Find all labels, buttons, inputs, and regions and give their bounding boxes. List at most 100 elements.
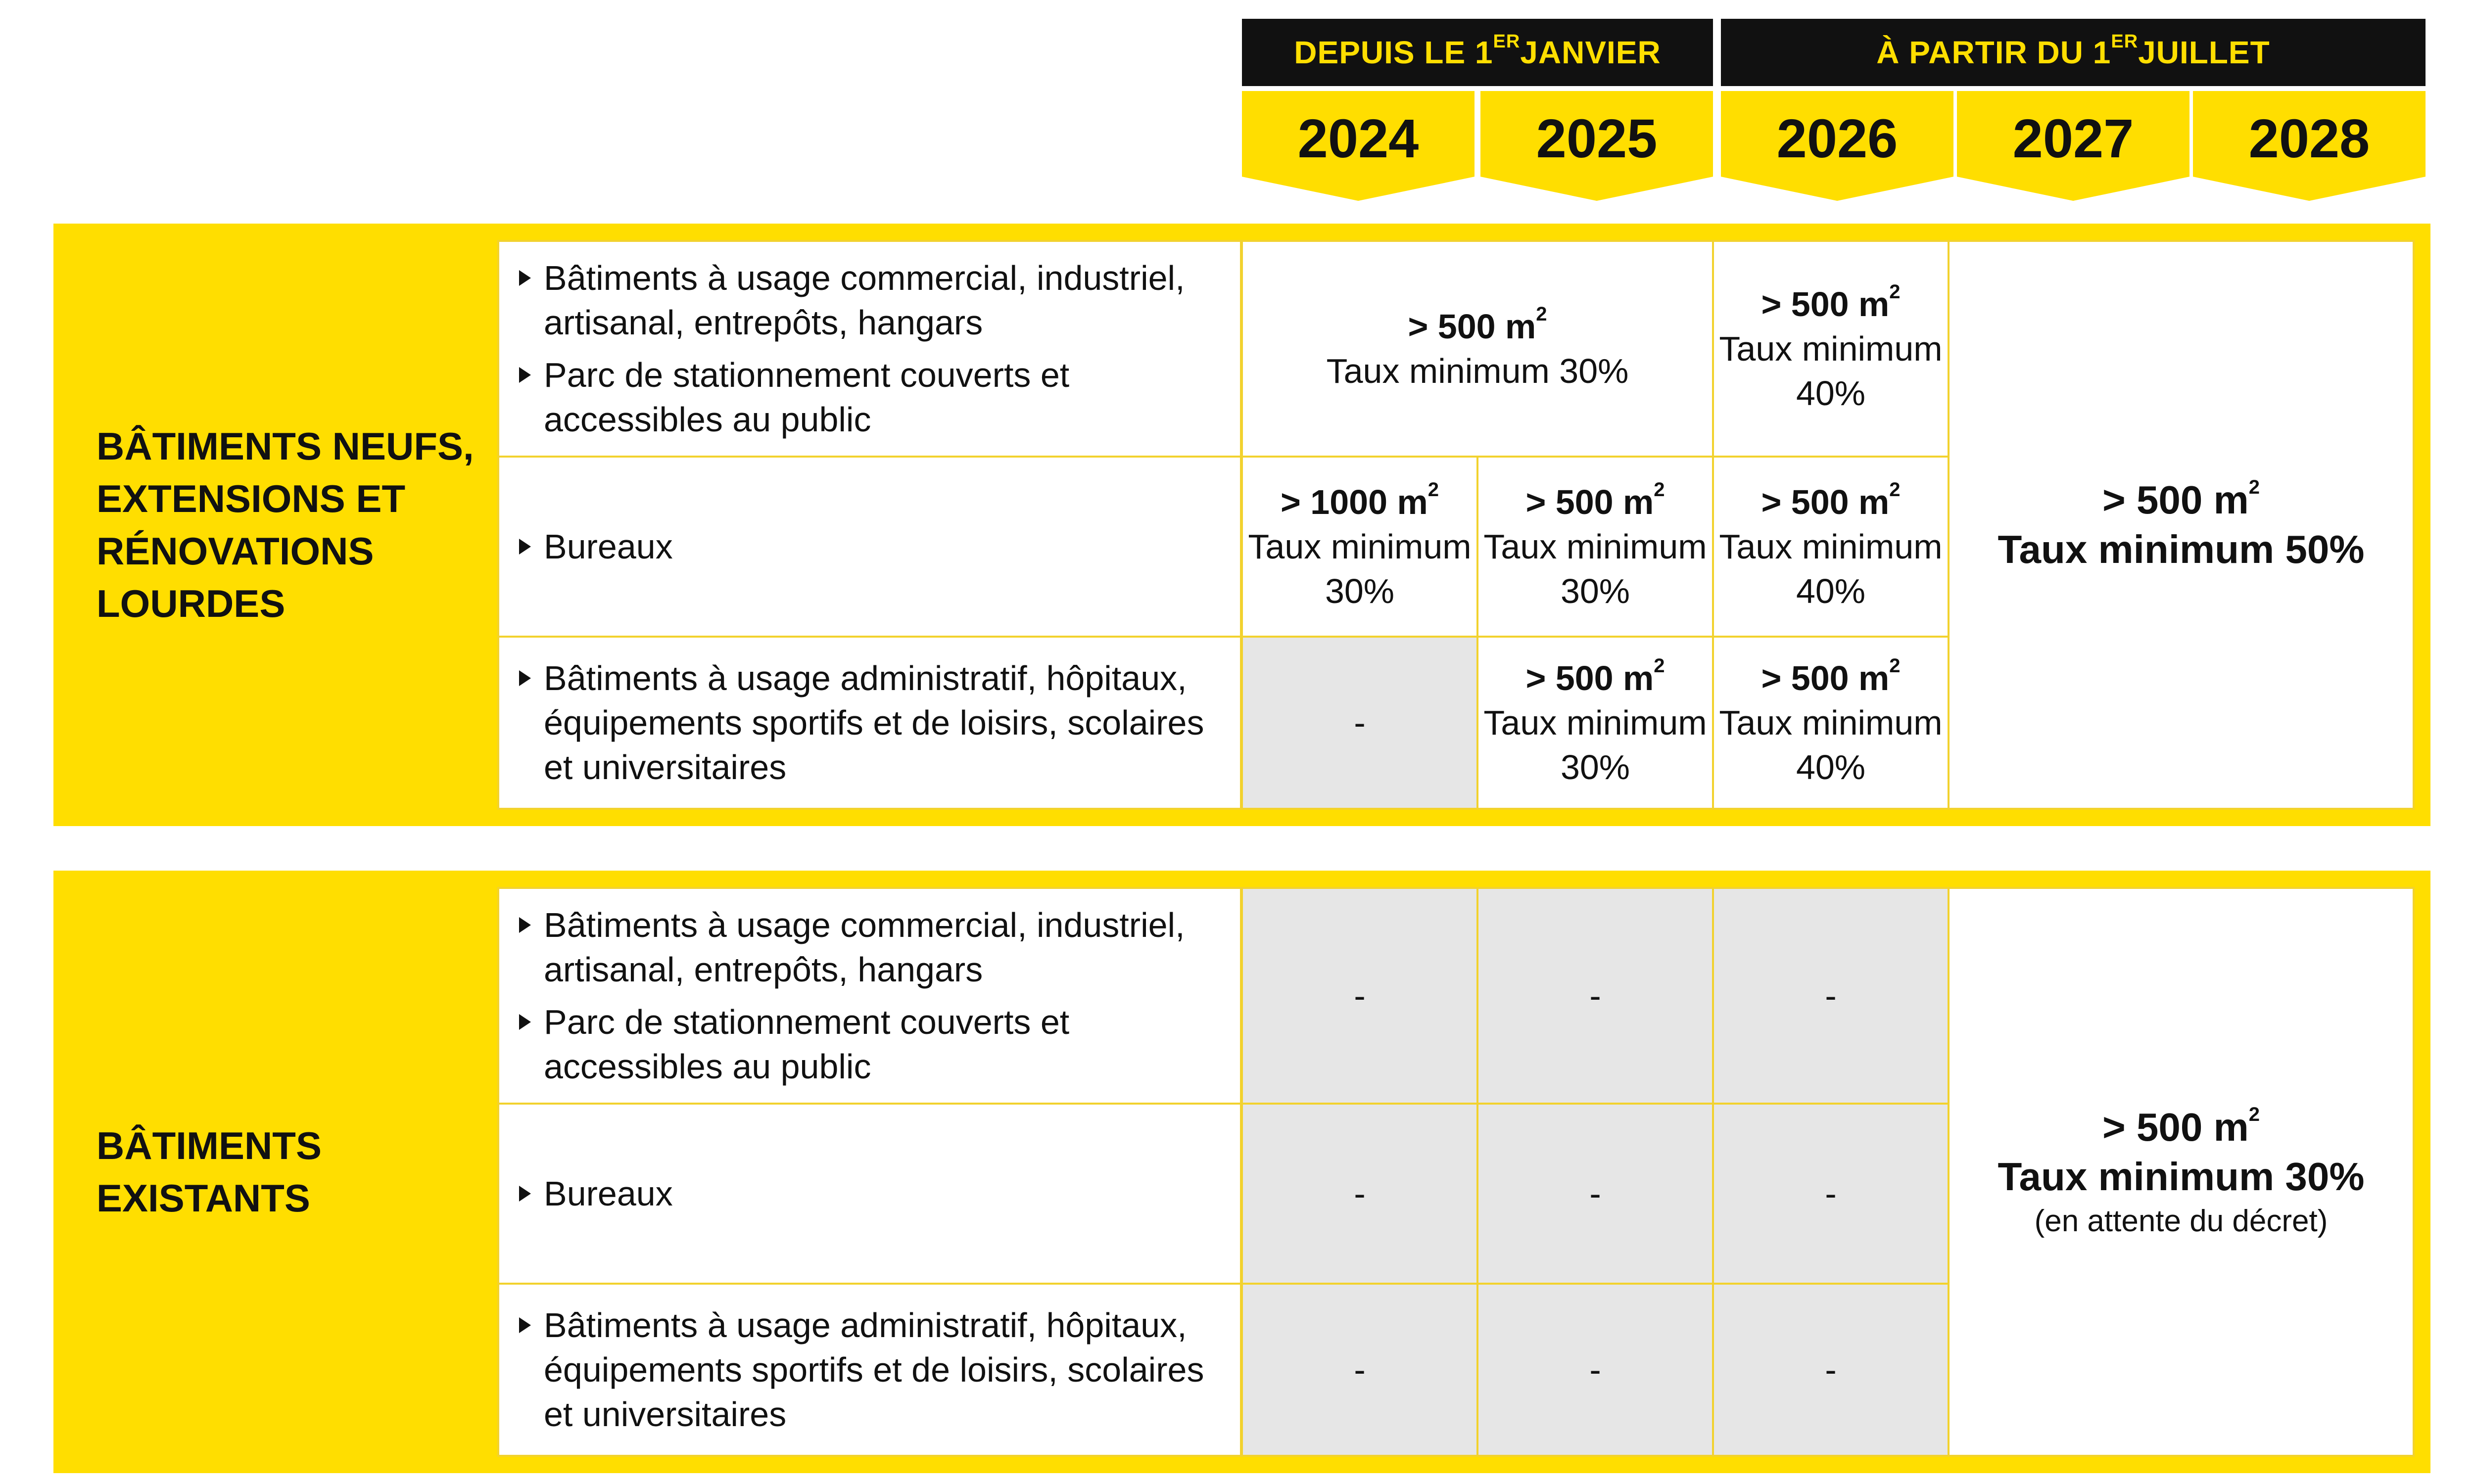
not-applicable-dash: - [1825,1174,1837,1213]
rate-text: Taux minimum 30% [1998,1155,2365,1199]
section-title-existing-buildings: BÂTIMENTS EXISTANTS [96,871,482,1473]
cell-existing-public-2025: - [1476,1283,1714,1457]
list-item-text: Bâtiments à usage administratif, hôpitau… [544,659,1204,787]
area-threshold: > 500 m2 [2102,1104,2260,1149]
not-applicable-dash: - [1825,1350,1837,1389]
area-threshold: > 500 m2 [1761,654,1901,697]
area-threshold: > 500 m2 [1525,654,1665,697]
row-label-commercial: Bâtiments à usage commercial, industriel… [497,887,1242,1105]
period-header-january: DEPUIS LE 1 ER JANVIER [1242,19,1713,86]
list-item: Parc de stationnement couverts et access… [519,1000,1197,1089]
cell-existing-2027-2028: > 500 m2 Taux minimum 30% (en attente du… [1948,887,2415,1457]
cell-new-offices-2025: > 500 m2 Taux minimum 30% [1476,456,1714,638]
section-title-line: RÉNOVATIONS [96,529,374,573]
cell-existing-public-2024: - [1241,1283,1478,1457]
not-applicable-dash: - [1589,1350,1601,1389]
row-label-offices: Bureaux [497,1103,1242,1285]
cell-new-offices-2024: > 1000 m2 Taux minimum 30% [1241,456,1478,638]
rate-label: Taux minimum [1719,329,1943,368]
section-title-line: BÂTIMENTS NEUFS, [96,424,474,468]
section-title-line: EXTENSIONS ET [96,477,406,520]
year-tab-2024: 2024 [1242,91,1475,201]
area-threshold: > 500 m2 [2102,476,2260,522]
section-title-line: BÂTIMENTS [96,1124,322,1167]
bullet-triangle-icon [519,1014,531,1030]
cell-existing-offices-2025: - [1476,1103,1714,1285]
bullet-triangle-icon [519,1317,531,1333]
list-item-text: Bâtiments à usage commercial, industriel… [544,259,1185,342]
pending-decree-note: (en attente du décret) [2034,1204,2328,1238]
period-header-july-text: À PARTIR DU 1 [1876,35,2111,70]
area-threshold: > 500 m2 [1761,280,1901,324]
rate-label: Taux minimum [1483,527,1707,566]
rate-value: 40% [1796,572,1866,610]
list-item-text: Parc de stationnement couverts et access… [544,1003,1070,1086]
section-title-line: LOURDES [96,582,285,625]
period-header-january-after: JANVIER [1520,35,1661,70]
rate-label: Taux minimum [1719,527,1943,566]
row-label-public: Bâtiments à usage administratif, hôpitau… [497,636,1242,810]
not-applicable-dash: - [1354,1350,1366,1389]
rate-label: Taux minimum [1719,703,1943,742]
not-applicable-dash: - [1825,976,1837,1015]
list-item: Bâtiments à usage commercial, industriel… [519,903,1197,992]
not-applicable-dash: - [1589,1174,1601,1213]
rate-value: 30% [1560,748,1630,787]
list-item: Bureaux [519,1171,673,1216]
cell-existing-commercial-2025: - [1476,887,1714,1105]
section-title-new-buildings: BÂTIMENTS NEUFS, EXTENSIONS ET RÉNOVATIO… [96,224,482,826]
list-item: Bureaux [519,524,673,569]
bullet-triangle-icon [519,1186,531,1202]
rate-label: Taux minimum [1483,703,1707,742]
cell-new-public-2024: - [1241,636,1478,810]
rate-text: Taux minimum 30% [1326,352,1629,390]
bullet-triangle-icon [519,270,531,286]
period-header-july-after: JUILLET [2138,35,2270,70]
section-title-line: EXISTANTS [96,1176,310,1220]
year-tab-2027: 2027 [1957,91,2189,201]
cell-new-commercial-2026: > 500 m2 Taux minimum 40% [1712,240,1950,458]
rate-value: 40% [1796,748,1866,787]
cell-existing-public-2026: - [1712,1283,1950,1457]
list-item: Bâtiments à usage administratif, hôpitau… [519,656,1227,789]
rate-value: 40% [1796,374,1866,413]
cell-new-commercial-2024-2025: > 500 m2 Taux minimum 30% [1241,240,1714,458]
area-threshold: > 1000 m2 [1280,478,1439,521]
not-applicable-dash: - [1589,976,1601,1015]
cell-new-2027-2028: > 500 m2 Taux minimum 50% [1948,240,2415,810]
area-threshold: > 500 m2 [1408,303,1547,346]
year-tab-2026: 2026 [1721,91,1953,201]
rate-value: 30% [1560,572,1630,610]
list-item-text: Bureaux [544,527,673,566]
list-item: Parc de stationnement couverts et access… [519,353,1197,442]
list-item-text: Bâtiments à usage commercial, industriel… [544,906,1185,989]
bullet-triangle-icon [519,539,531,555]
period-header-july: À PARTIR DU 1 ER JUILLET [1721,19,2426,86]
bullet-triangle-icon [519,670,531,686]
area-threshold: > 500 m2 [1525,478,1665,521]
not-applicable-dash: - [1354,703,1366,742]
cell-existing-commercial-2026: - [1712,887,1950,1105]
bullet-triangle-icon [519,917,531,933]
cell-new-offices-2026: > 500 m2 Taux minimum 40% [1712,456,1950,638]
period-header-january-text: DEPUIS LE 1 [1294,35,1493,70]
row-label-public: Bâtiments à usage administratif, hôpitau… [497,1283,1242,1457]
rate-text: Taux minimum 50% [1998,527,2365,571]
list-item-text: Bâtiments à usage administratif, hôpitau… [544,1306,1204,1434]
rate-value: 30% [1325,572,1395,610]
bullet-triangle-icon [519,367,531,383]
list-item: Bâtiments à usage administratif, hôpitau… [519,1303,1227,1437]
row-label-commercial: Bâtiments à usage commercial, industriel… [497,240,1242,458]
list-item-text: Parc de stationnement couverts et access… [544,356,1070,439]
cell-new-public-2025: > 500 m2 Taux minimum 30% [1476,636,1714,810]
year-tab-2025: 2025 [1480,91,1713,201]
not-applicable-dash: - [1354,1174,1366,1213]
cell-existing-offices-2026: - [1712,1103,1950,1285]
area-threshold: > 500 m2 [1761,478,1901,521]
not-applicable-dash: - [1354,976,1366,1015]
cell-new-public-2026: > 500 m2 Taux minimum 40% [1712,636,1950,810]
rate-label: Taux minimum [1248,527,1472,566]
list-item: Bâtiments à usage commercial, industriel… [519,256,1197,345]
row-label-offices: Bureaux [497,456,1242,638]
cell-existing-commercial-2024: - [1241,887,1478,1105]
